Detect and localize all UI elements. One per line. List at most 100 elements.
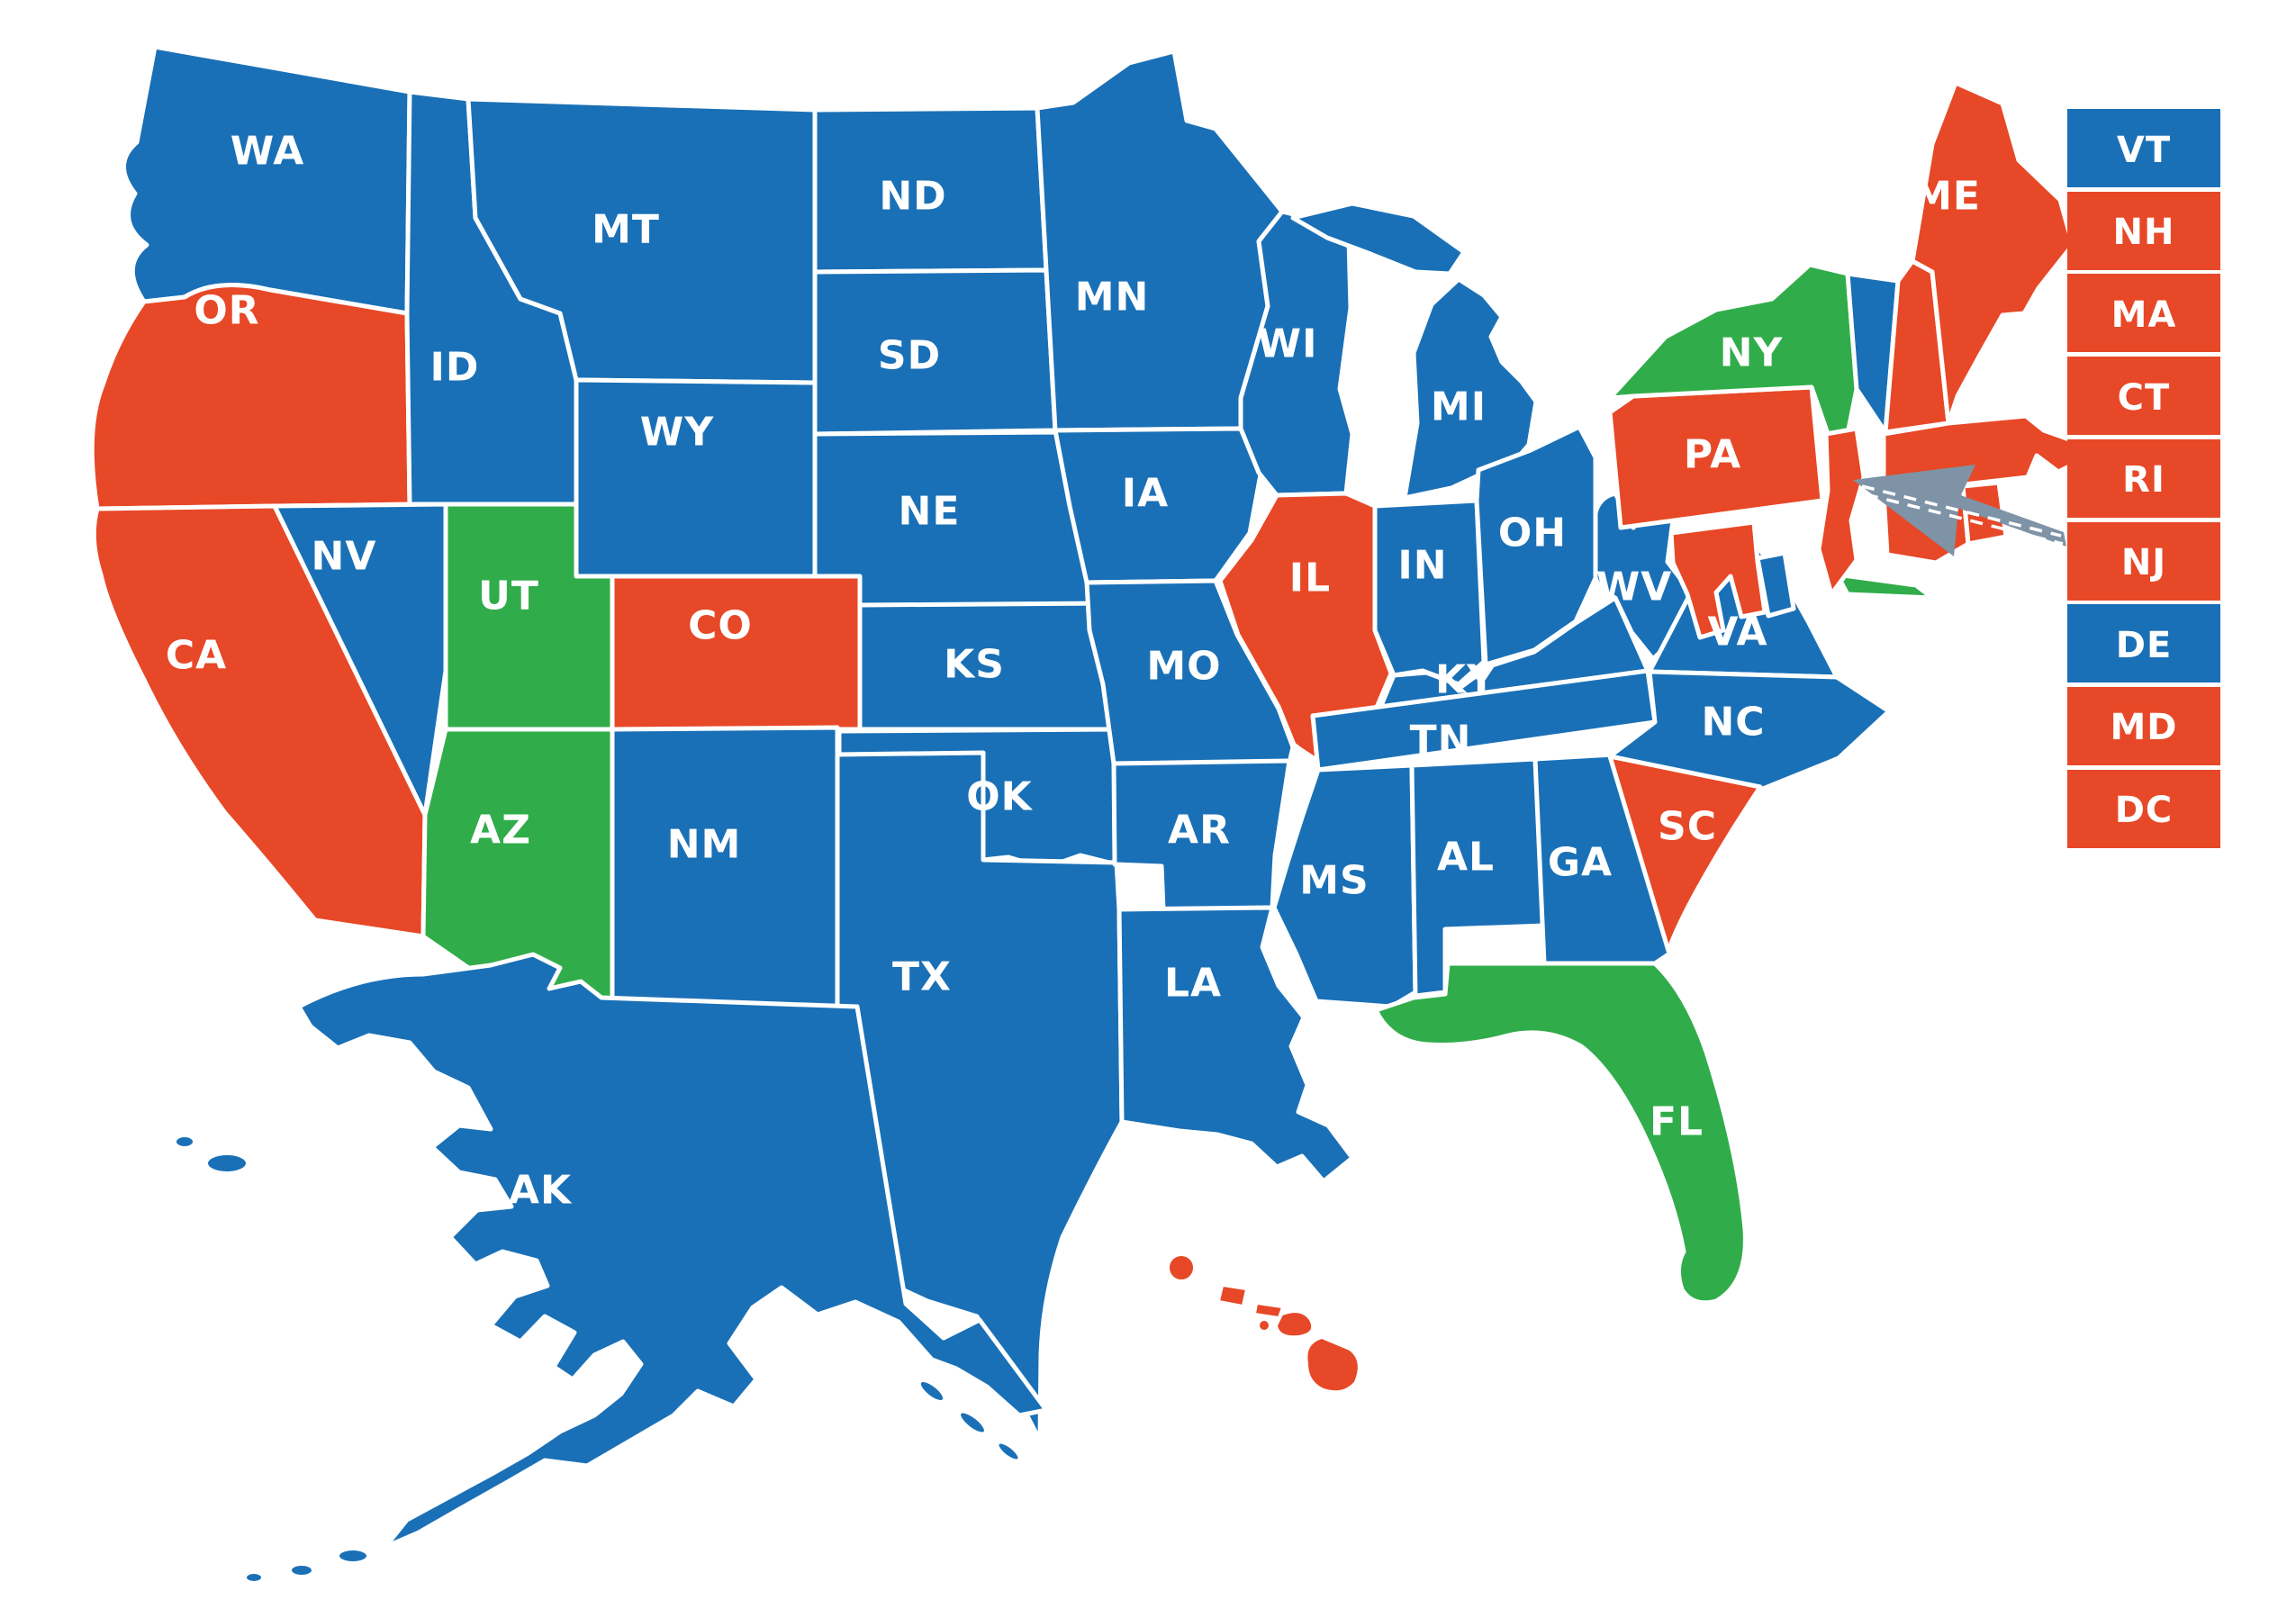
state-label-nc: NC bbox=[1701, 700, 1765, 746]
state-label-ok: OK bbox=[966, 774, 1033, 820]
state-label-ak: AK bbox=[509, 1168, 573, 1214]
state-label-ut: UT bbox=[478, 574, 539, 619]
state-label-wv: WV bbox=[1596, 565, 1673, 610]
state-label-co: CO bbox=[688, 603, 753, 649]
legend-swatch-de[interactable] bbox=[2067, 604, 2220, 682]
state-label-nm: NM bbox=[667, 822, 742, 868]
legend-swatch-ma[interactable] bbox=[2067, 274, 2220, 352]
state-label-mt: MT bbox=[592, 207, 660, 253]
legend-swatch-nh[interactable] bbox=[2067, 192, 2220, 270]
legend-item-md[interactable]: MD bbox=[2067, 687, 2220, 765]
state-labels-layer: WA OR CA NV ID MT WY UT CO AZ NM ND SD NE KS OK TX MN IA MO… bbox=[166, 129, 1981, 1388]
state-hi-island-maui[interactable] bbox=[1275, 1311, 1314, 1338]
callout-arrow-dash-2 bbox=[1865, 493, 2064, 546]
state-label-pa: PA bbox=[1684, 432, 1741, 478]
state-label-ms: MS bbox=[1299, 858, 1369, 904]
legend-item-vt[interactable]: VT bbox=[2067, 109, 2220, 187]
state-label-ky: KY bbox=[1435, 657, 1496, 703]
state-ak-panhandle-island-1 bbox=[918, 1380, 945, 1402]
state-label-mn: MN bbox=[1075, 275, 1150, 321]
legend-swatch-ri[interactable] bbox=[2067, 439, 2220, 518]
legend-swatch-vt[interactable] bbox=[2067, 109, 2220, 187]
state-label-hi: HI bbox=[1372, 1342, 1422, 1388]
state-label-ia: IA bbox=[1122, 471, 1169, 517]
legend-item-dc[interactable]: DC bbox=[2067, 770, 2220, 848]
state-label-fl: FL bbox=[1650, 1099, 1704, 1145]
state-md[interactable] bbox=[1668, 520, 1767, 640]
state-label-wa: WA bbox=[231, 129, 305, 175]
state-hi-island-lanai[interactable] bbox=[1258, 1319, 1270, 1332]
state-label-al: AL bbox=[1437, 835, 1495, 881]
state-hi-island-hawaii[interactable] bbox=[1306, 1336, 1360, 1393]
state-label-ga: GA bbox=[1548, 840, 1613, 886]
state-ak-island-west-1 bbox=[206, 1153, 248, 1173]
legend-swatch-nj[interactable] bbox=[2067, 522, 2220, 601]
callout-arrow bbox=[1853, 465, 2066, 556]
state-label-ks: KS bbox=[944, 642, 1005, 688]
state-or[interactable] bbox=[89, 283, 412, 511]
state-nc[interactable] bbox=[1607, 669, 1892, 791]
state-ak-panhandle-island-3 bbox=[997, 1442, 1020, 1461]
state-co[interactable] bbox=[610, 574, 863, 732]
legend-label-md: MD bbox=[2110, 707, 2177, 748]
state-label-wi: WI bbox=[1258, 321, 1318, 367]
legend-item-de[interactable]: DE bbox=[2067, 604, 2220, 682]
legend-swatch-ct[interactable] bbox=[2067, 357, 2220, 435]
legend-label-nj: NJ bbox=[2121, 542, 2166, 583]
state-hi-island-molokai[interactable] bbox=[1253, 1302, 1284, 1319]
state-ak-aleutian-3 bbox=[245, 1572, 263, 1583]
state-ga[interactable] bbox=[1532, 752, 1674, 966]
state-label-az: AZ bbox=[470, 808, 531, 854]
callout-arrow-head bbox=[1853, 465, 1975, 556]
state-label-sc: SC bbox=[1658, 804, 1717, 850]
state-sc[interactable] bbox=[1607, 754, 1763, 954]
state-pa[interactable] bbox=[1607, 384, 1825, 530]
map-states-layer bbox=[89, 44, 2083, 1583]
state-label-ne: NE bbox=[899, 489, 961, 535]
state-ak-island-west-2 bbox=[175, 1135, 194, 1148]
state-label-mo: MO bbox=[1146, 644, 1221, 690]
state-label-il: IL bbox=[1289, 556, 1331, 601]
state-wa[interactable] bbox=[122, 44, 412, 316]
legend-label-ri: RI bbox=[2122, 459, 2165, 501]
callout-arrow-shaft bbox=[1956, 493, 2066, 547]
legend-label-dc: DC bbox=[2115, 790, 2174, 831]
state-ak-aleutian-1 bbox=[338, 1549, 368, 1563]
legend-label-ct: CT bbox=[2118, 377, 2171, 419]
legend-swatch-md[interactable] bbox=[2067, 687, 2220, 765]
state-mn[interactable] bbox=[1035, 49, 1285, 433]
state-me[interactable] bbox=[1910, 80, 2075, 426]
state-label-nv: NV bbox=[312, 534, 377, 580]
state-nj[interactable] bbox=[1816, 426, 1867, 597]
state-mi-upper-peninsula[interactable] bbox=[1290, 201, 1467, 276]
state-hi-island-kauai[interactable] bbox=[1168, 1254, 1195, 1281]
state-la[interactable] bbox=[1116, 905, 1355, 1184]
state-label-tx: TX bbox=[892, 954, 952, 1000]
legend-item-ma[interactable]: MA bbox=[2067, 274, 2220, 352]
state-ak-panhandle-island-2 bbox=[959, 1411, 986, 1434]
state-label-id: ID bbox=[430, 345, 480, 391]
state-ak-aleutian-2 bbox=[290, 1564, 313, 1577]
state-label-in: IN bbox=[1397, 543, 1447, 589]
legend-label-nh: NH bbox=[2113, 212, 2175, 253]
state-ny-long-island[interactable] bbox=[1834, 572, 1935, 601]
legend-swatch-dc[interactable] bbox=[2067, 770, 2220, 848]
state-hi-island-oahu[interactable] bbox=[1217, 1284, 1248, 1307]
state-fl[interactable] bbox=[1373, 961, 1748, 1306]
legend-item-nh[interactable]: NH bbox=[2067, 192, 2220, 270]
state-mo[interactable] bbox=[1084, 578, 1296, 766]
legend-label-vt: VT bbox=[2117, 130, 2171, 171]
legend-item-nj[interactable]: NJ bbox=[2067, 522, 2220, 601]
state-label-mi: MI bbox=[1431, 384, 1487, 430]
legend: VT NH MA CT RI NJ DE MD DC bbox=[2067, 109, 2220, 848]
legend-label-ma: MA bbox=[2111, 294, 2177, 336]
legend-label-de: DE bbox=[2116, 625, 2173, 666]
state-label-me: ME bbox=[1912, 174, 1981, 220]
legend-item-ct[interactable]: CT bbox=[2067, 357, 2220, 435]
state-ca[interactable] bbox=[91, 503, 428, 939]
state-label-wy: WY bbox=[640, 410, 715, 456]
legend-item-ri[interactable]: RI bbox=[2067, 439, 2220, 518]
state-ak[interactable] bbox=[296, 952, 1049, 1550]
